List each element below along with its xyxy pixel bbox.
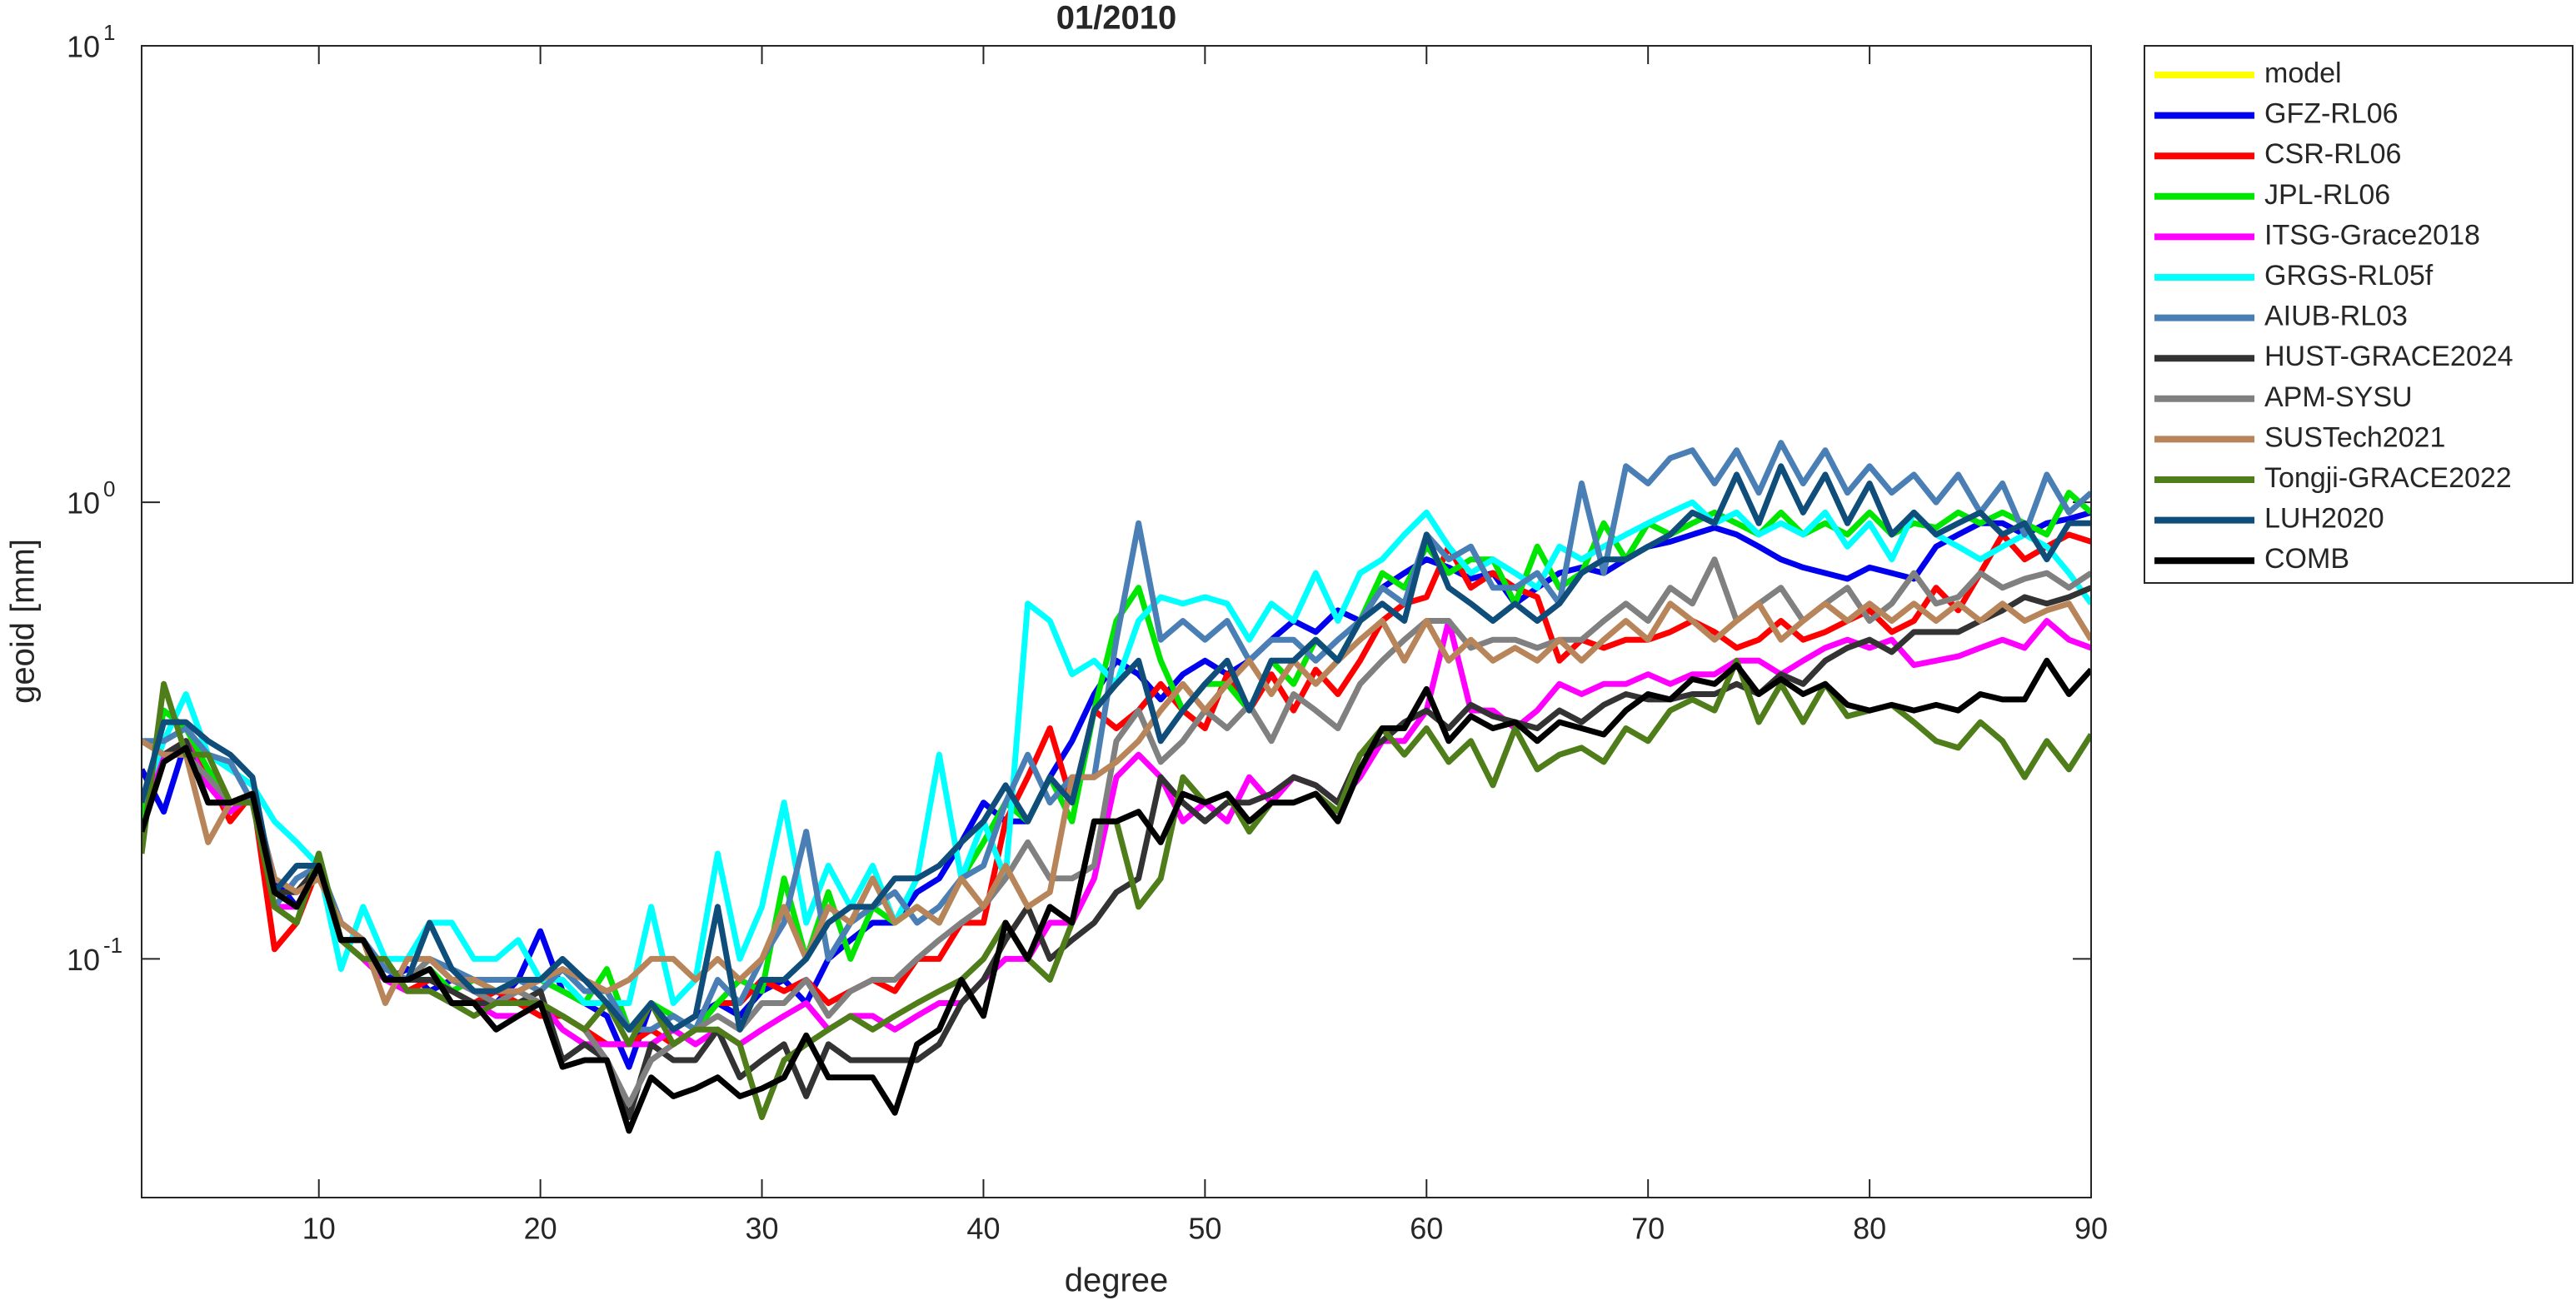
legend-label: SUSTech2021 <box>2264 421 2445 453</box>
y-tick-exponent: -1 <box>103 933 122 958</box>
legend-box <box>2144 45 2574 584</box>
legend-label: CSR-RL06 <box>2264 138 2401 170</box>
chart-title: 01/2010 <box>1056 0 1177 37</box>
data-line <box>142 463 2091 1033</box>
x-tick-label: 30 <box>746 1212 779 1246</box>
x-tick-label: 50 <box>1188 1212 1221 1246</box>
data-line <box>142 440 2091 1033</box>
legend-label: Tongji-GRACE2022 <box>2264 462 2512 494</box>
x-tick-label: 40 <box>966 1212 1000 1246</box>
y-axis-label: geoid [mm] <box>5 539 42 704</box>
legend-label: ITSG-Grace2018 <box>2264 219 2480 251</box>
legend-label: HUST-GRACE2024 <box>2264 341 2514 372</box>
x-tick-label: 90 <box>2074 1212 2108 1246</box>
legend-label: LUH2020 <box>2264 503 2384 535</box>
x-tick-label: 60 <box>1410 1212 1443 1246</box>
y-tick-label: 10 <box>67 943 100 977</box>
x-tick-label: 20 <box>524 1212 557 1246</box>
y-tick-exponent: 0 <box>103 476 115 501</box>
plot-area <box>142 440 2091 1134</box>
legend-label: COMB <box>2264 543 2349 575</box>
legend-label: GRGS-RL05f <box>2264 260 2434 291</box>
plot-frame <box>141 45 2092 1198</box>
y-tick-label: 10 <box>67 30 100 64</box>
legend-label: APM-SYSU <box>2264 381 2413 413</box>
y-tick-label: 10 <box>67 486 100 521</box>
x-axis-label: degree <box>1065 1263 1169 1299</box>
y-tick-exponent: 1 <box>103 20 115 45</box>
data-line <box>142 657 2091 1134</box>
x-tick-label: 10 <box>302 1212 336 1246</box>
legend-label: JPL-RL06 <box>2264 179 2390 211</box>
legend-label: model <box>2264 57 2342 89</box>
legend-label: GFZ-RL06 <box>2264 98 2399 130</box>
x-tick-label: 80 <box>1853 1212 1886 1246</box>
legend-label: AIUB-RL03 <box>2264 301 2408 332</box>
x-tick-label: 70 <box>1631 1212 1665 1246</box>
